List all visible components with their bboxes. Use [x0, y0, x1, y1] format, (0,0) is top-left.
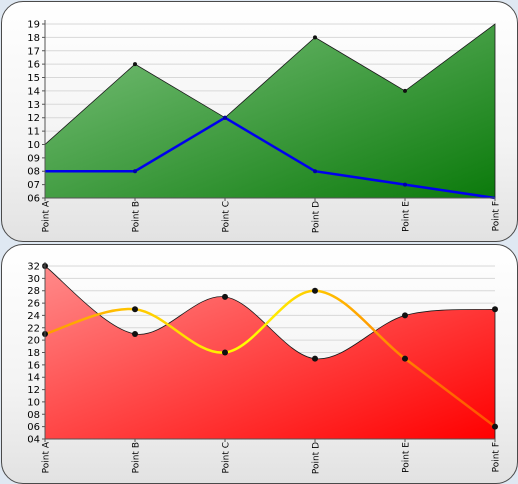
x-tick-label: Point E — [402, 201, 412, 232]
y-tick-label: 13 — [27, 100, 40, 111]
area-point — [492, 306, 498, 313]
x-tick-label: Point D — [312, 201, 322, 233]
y-tick-label: 06 — [27, 422, 40, 433]
area-point — [222, 293, 228, 300]
y-tick-label: 26 — [27, 299, 40, 310]
y-tick-label: 17 — [27, 46, 40, 57]
y-tick-label: 09 — [27, 153, 40, 164]
x-tick-label: Point D — [312, 442, 322, 474]
x-tick-label: Point E — [402, 442, 412, 473]
y-tick-label: 10 — [27, 140, 40, 151]
y-tick-label: 12 — [27, 385, 40, 396]
line-point — [403, 182, 407, 187]
y-tick-label: 11 — [27, 127, 40, 138]
y-tick-label: 16 — [27, 60, 40, 71]
top-area-chart: 06 07 08 09 10 11 12 13 14 15 16 17 18 19 Point A Point… — [27, 20, 502, 234]
y-tick-label: 04 — [27, 435, 40, 446]
line-point — [222, 349, 228, 356]
y-tick-label: 12 — [27, 113, 40, 124]
y-tick-label: 14 — [27, 373, 40, 384]
area-point — [132, 330, 138, 337]
area-point — [403, 88, 407, 93]
area-point — [402, 312, 408, 319]
x-tick-label: Point A — [42, 200, 52, 232]
line-point — [132, 306, 138, 313]
y-tick-label: 14 — [27, 86, 40, 97]
x-tick-label: Point B — [132, 201, 142, 232]
line-point — [402, 355, 408, 362]
line-point — [492, 423, 498, 430]
area-point — [133, 62, 137, 67]
line-series — [45, 116, 496, 200]
y-tick-label: 06 — [27, 194, 40, 205]
y-tick-label: 20 — [27, 336, 40, 347]
y-tick-label: 18 — [27, 348, 40, 359]
y-tick-label: 10 — [27, 397, 40, 408]
area-point — [313, 35, 317, 40]
y-tick-label: 19 — [27, 20, 40, 31]
x-tick-label: Point B — [132, 442, 142, 473]
bottom-chart-panel: 04 06 08 10 12 14 16 18 20 22 24 26 28 30 32 Point A Poi… — [1, 244, 518, 484]
y-tick-label: 22 — [27, 323, 40, 334]
y-tick-label: 15 — [27, 73, 40, 84]
y-tick-label: 28 — [27, 286, 40, 297]
y-tick-label: 07 — [27, 180, 40, 191]
y-tick-label: 08 — [27, 410, 40, 421]
top-chart-panel: 06 07 08 09 10 11 12 13 14 15 16 17 18 19 Point A Point… — [1, 1, 518, 242]
x-tick-label: Point F — [492, 442, 502, 472]
line-point — [133, 169, 137, 174]
y-tick-label: 30 — [27, 274, 40, 285]
y-tick-label: 32 — [27, 262, 40, 273]
line-point — [223, 115, 227, 120]
line-point — [313, 169, 317, 174]
y-tick-label: 08 — [27, 167, 40, 178]
x-tick-label: Point F — [492, 201, 502, 231]
x-tick-label: Point A — [42, 441, 52, 473]
line-point — [312, 287, 318, 294]
x-tick-label: Point C — [222, 442, 232, 474]
area-series — [44, 265, 496, 440]
y-tick-label: 16 — [27, 360, 40, 371]
area-point — [312, 355, 318, 362]
y-tick-label: 24 — [27, 311, 40, 322]
x-tick-label: Point C — [222, 201, 232, 233]
y-tick-label: 18 — [27, 33, 40, 44]
